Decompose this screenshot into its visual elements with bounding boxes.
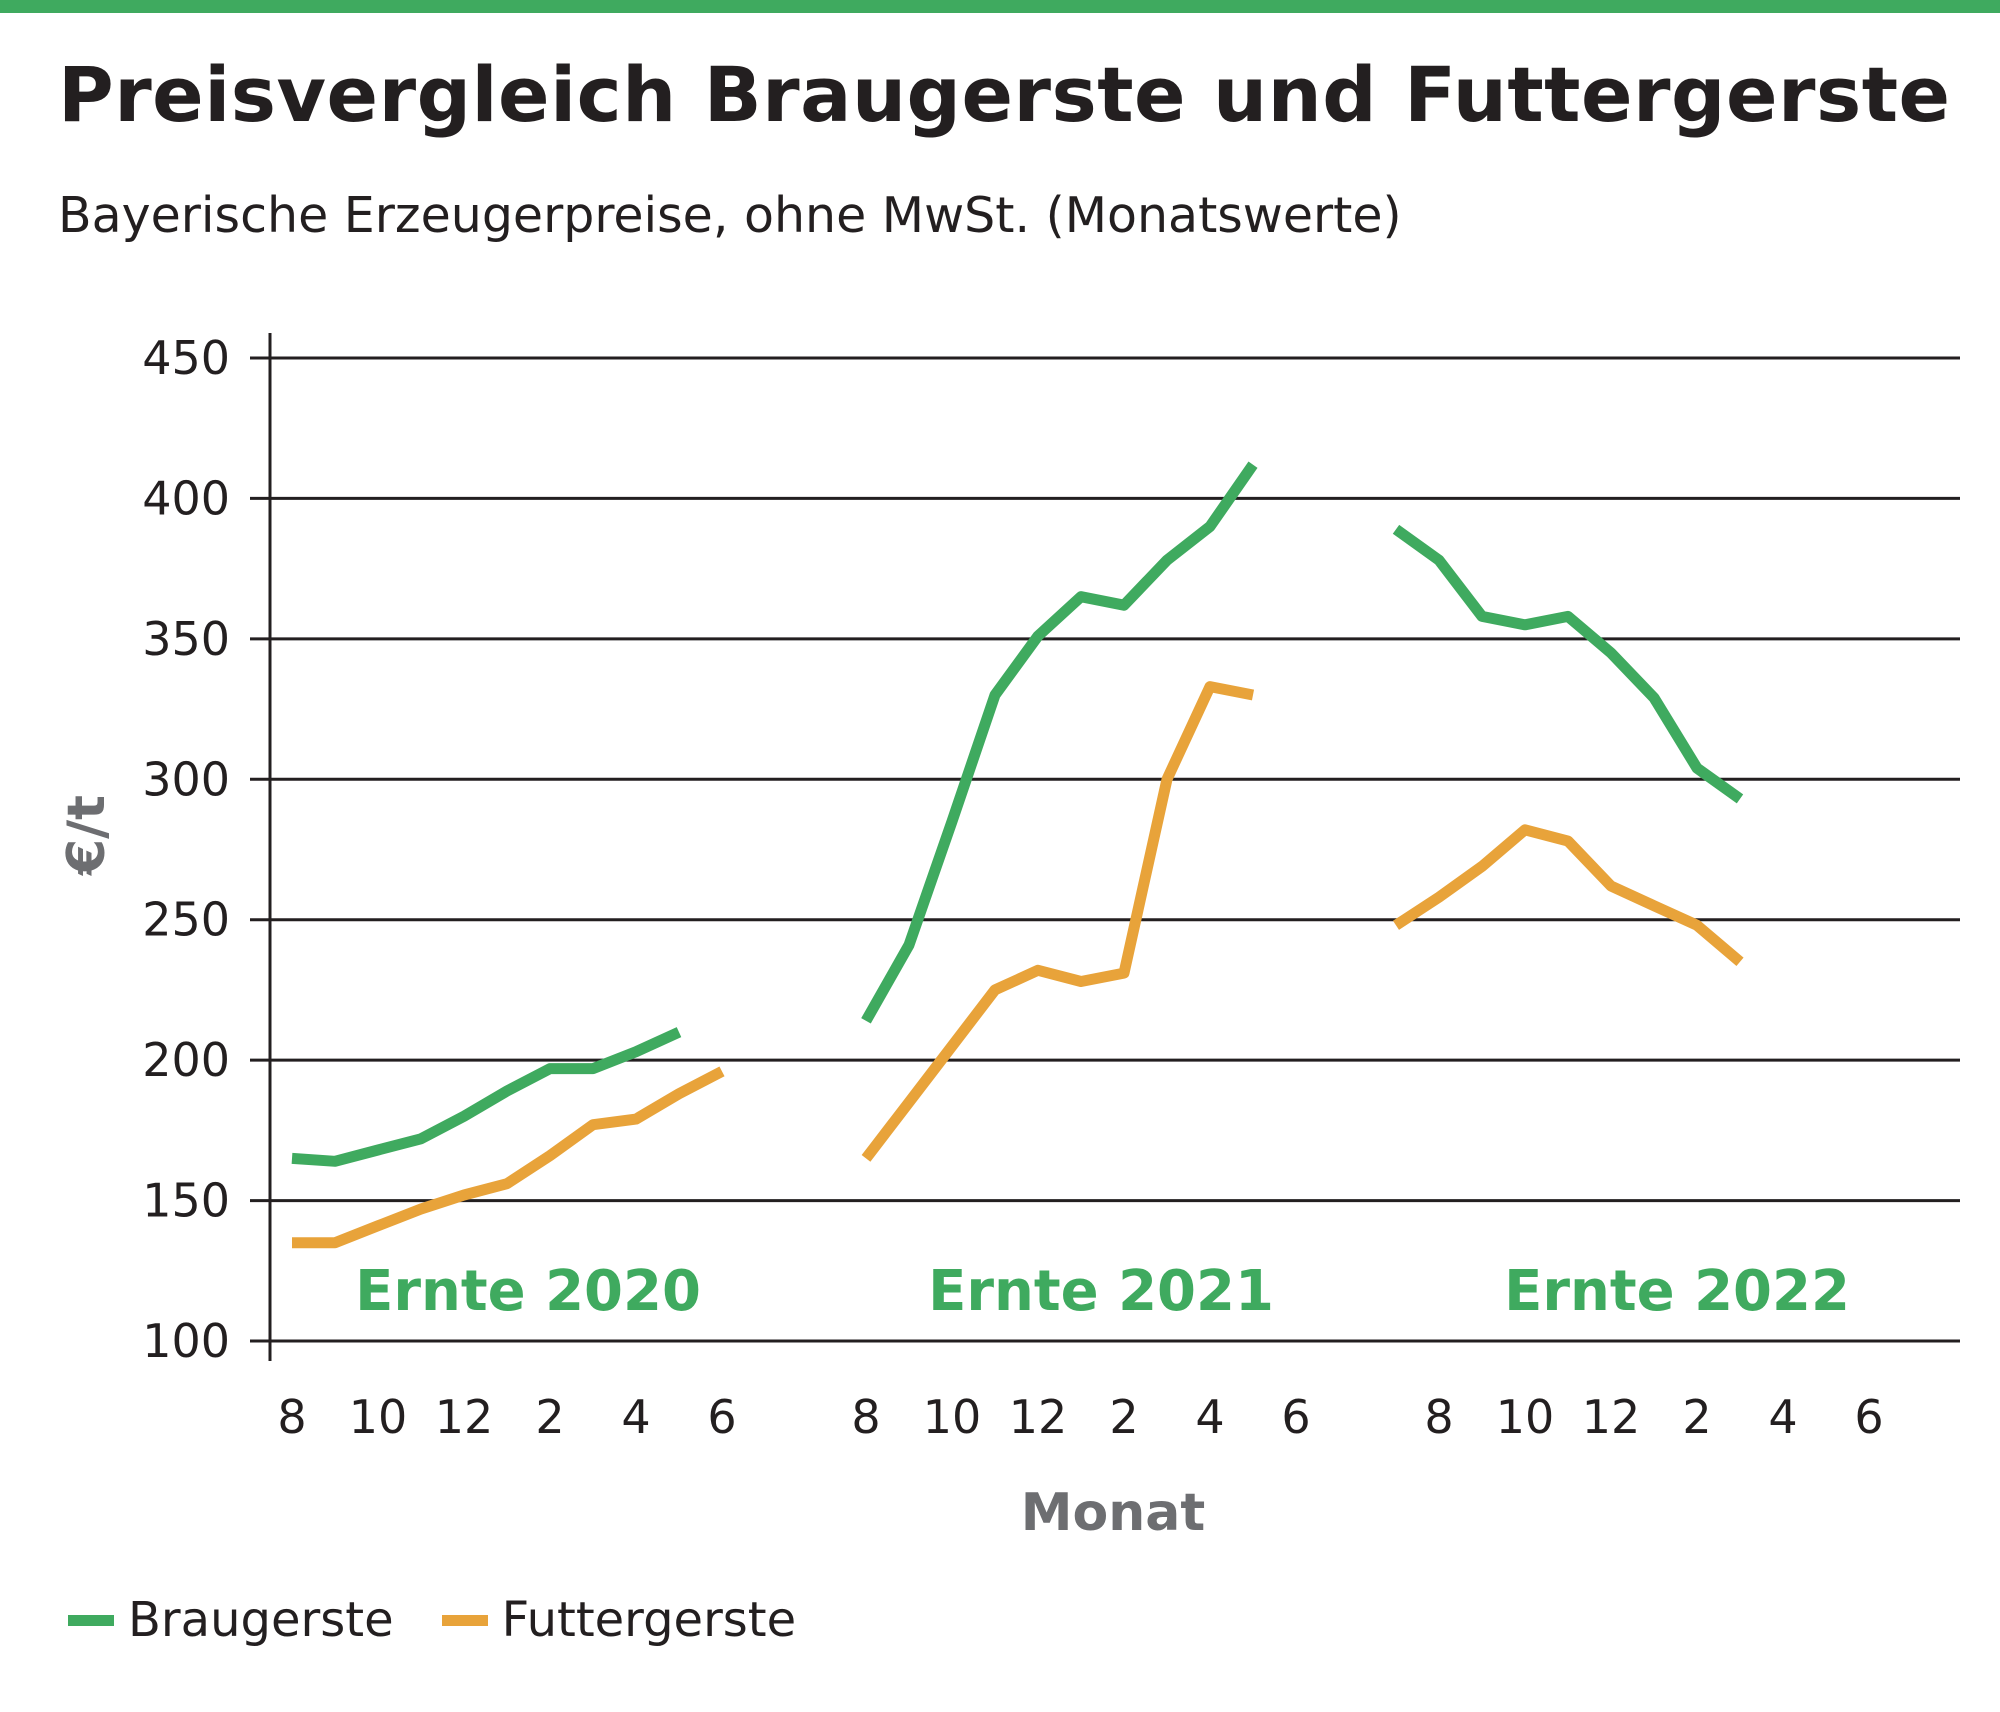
x-tick-label: 8 bbox=[277, 1390, 306, 1444]
legend-label-braugerste: Braugerste bbox=[128, 1592, 394, 1648]
legend-item-braugerste: Braugerste bbox=[68, 1592, 394, 1648]
x-tick-label: 10 bbox=[923, 1390, 982, 1444]
legend-item-futtergerste: Futtergerste bbox=[441, 1592, 797, 1648]
harvest-label: Ernte 2022 bbox=[1504, 1259, 1850, 1324]
legend-swatch-braugerste bbox=[68, 1614, 114, 1626]
y-tick-label: 400 bbox=[142, 471, 230, 525]
x-tick-label: 10 bbox=[349, 1390, 408, 1444]
x-tick-label: 12 bbox=[435, 1390, 494, 1444]
x-tick-label: 2 bbox=[1682, 1390, 1711, 1444]
x-axis-title: Monat bbox=[1021, 1483, 1205, 1543]
x-tick-label: 4 bbox=[1768, 1390, 1797, 1444]
x-tick-label: 6 bbox=[707, 1390, 736, 1444]
x-tick-label: 12 bbox=[1009, 1390, 1068, 1444]
series-line-futtergerste-2 bbox=[861, 681, 1255, 1162]
y-tick-label: 150 bbox=[142, 1174, 230, 1228]
x-tick-label: 6 bbox=[1854, 1390, 1883, 1444]
legend-swatch-futtergerste bbox=[441, 1614, 488, 1626]
series-line-braugerste-2 bbox=[861, 461, 1258, 1024]
y-tick-label: 200 bbox=[142, 1033, 230, 1087]
y-tick-label: 300 bbox=[142, 752, 230, 806]
y-tick-label: 250 bbox=[142, 893, 230, 947]
series-line-braugerste-1 bbox=[291, 1027, 682, 1167]
y-axis-title: €/t bbox=[57, 795, 117, 876]
series-line-futtergerste-1 bbox=[292, 1066, 725, 1249]
legend-label-futtergerste: Futtergerste bbox=[501, 1592, 797, 1648]
x-tick-label: 8 bbox=[851, 1390, 880, 1444]
x-tick-label: 12 bbox=[1582, 1390, 1641, 1444]
x-tick-label: 4 bbox=[621, 1390, 650, 1444]
y-tick-label: 350 bbox=[142, 612, 230, 666]
x-tick-label: 2 bbox=[535, 1390, 564, 1444]
chart-subtitle: Bayerische Erzeugerpreise, ohne MwSt. (M… bbox=[58, 187, 1402, 244]
x-tick-label: 10 bbox=[1496, 1390, 1555, 1444]
harvest-label: Ernte 2020 bbox=[355, 1259, 701, 1324]
x-tick-label: 6 bbox=[1281, 1390, 1310, 1444]
y-tick-label: 100 bbox=[142, 1314, 230, 1368]
x-tick-label: 4 bbox=[1195, 1390, 1224, 1444]
chart-title: Preisvergleich Braugerste und Futtergers… bbox=[58, 50, 1951, 139]
legend: Braugerste Futtergerste bbox=[68, 1592, 844, 1648]
series-line-braugerste-3 bbox=[1392, 524, 1744, 804]
y-tick-label: 450 bbox=[142, 331, 230, 385]
series-line-futtergerste-3 bbox=[1392, 824, 1744, 966]
top-accent-bar bbox=[0, 0, 2000, 13]
harvest-label: Ernte 2021 bbox=[928, 1259, 1274, 1324]
x-tick-label: 2 bbox=[1109, 1390, 1138, 1444]
x-tick-label: 8 bbox=[1424, 1390, 1453, 1444]
